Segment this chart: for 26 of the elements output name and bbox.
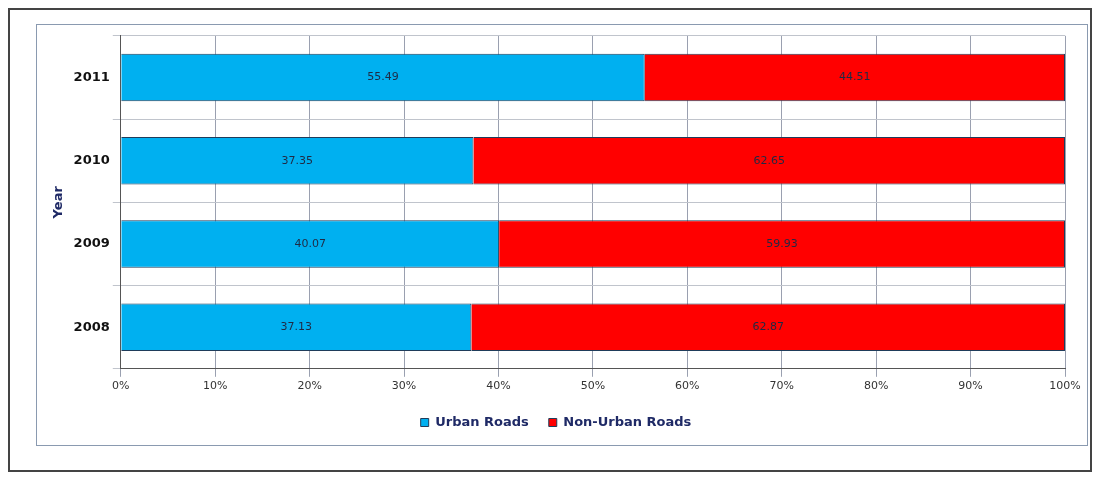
x-tick-label: 80% <box>863 379 889 393</box>
x-tick-label: 10% <box>202 379 228 393</box>
data-label: 62.65 <box>753 153 785 167</box>
x-tick-label: 90% <box>958 379 983 393</box>
data-label: 37.13 <box>280 320 313 334</box>
x-tick-label: 70% <box>769 379 794 393</box>
x-tick-label: 20% <box>297 379 322 393</box>
y-tick-label: 2009 <box>73 235 110 251</box>
data-label: 44.51 <box>839 70 871 84</box>
data-label: 37.35 <box>281 153 314 167</box>
y-axis-title: Year <box>50 185 66 220</box>
data-label: 55.49 <box>367 70 399 84</box>
y-tick-label: 2010 <box>73 152 110 168</box>
legend-label: Non-Urban Roads <box>563 413 692 429</box>
x-tick-label: 50% <box>580 379 606 393</box>
x-tick-label: 0% <box>112 379 130 393</box>
legend-label: Urban Roads <box>435 413 530 429</box>
data-label: 40.07 <box>294 236 326 250</box>
data-label: 59.93 <box>766 236 798 250</box>
x-tick-label: 100% <box>1049 379 1081 393</box>
x-tick-label: 60% <box>675 379 700 393</box>
x-tick-label: 40% <box>486 379 511 393</box>
y-tick-label: 2008 <box>73 318 110 334</box>
x-tick-label: 30% <box>391 379 417 393</box>
data-label: 62.87 <box>752 320 784 334</box>
y-tick-label: 2011 <box>73 68 110 84</box>
